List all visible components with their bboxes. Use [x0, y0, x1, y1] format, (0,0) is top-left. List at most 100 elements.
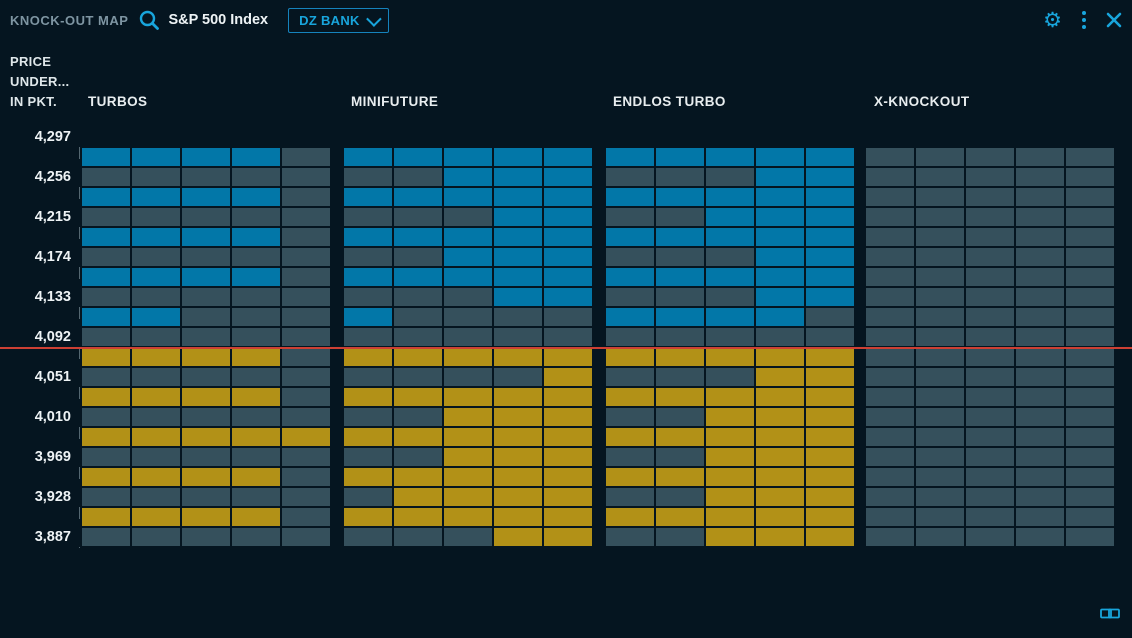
knockout-cell[interactable]	[394, 228, 442, 246]
knockout-cell[interactable]	[756, 448, 804, 466]
knockout-cell[interactable]	[756, 288, 804, 306]
knockout-cell[interactable]	[82, 268, 130, 286]
knockout-cell[interactable]	[806, 368, 854, 386]
knockout-cell[interactable]	[444, 488, 492, 506]
knockout-cell[interactable]	[656, 428, 704, 446]
knockout-cell[interactable]	[656, 268, 704, 286]
knockout-cell[interactable]	[706, 508, 754, 526]
knockout-cell[interactable]	[232, 148, 280, 166]
knockout-cell[interactable]	[232, 388, 280, 406]
knockout-cell[interactable]	[806, 248, 854, 266]
knockout-cell[interactable]	[132, 228, 180, 246]
knockout-cell[interactable]	[706, 388, 754, 406]
knockout-cell[interactable]	[444, 508, 492, 526]
knockout-cell[interactable]	[756, 408, 804, 426]
knockout-cell[interactable]	[656, 468, 704, 486]
knockout-cell[interactable]	[806, 148, 854, 166]
knockout-cell[interactable]	[282, 428, 330, 446]
knockout-cell[interactable]	[494, 268, 542, 286]
knockout-cell[interactable]	[756, 368, 804, 386]
knockout-cell[interactable]	[656, 308, 704, 326]
knockout-cell[interactable]	[606, 468, 654, 486]
knockout-cell[interactable]	[544, 388, 592, 406]
knockout-cell[interactable]	[706, 188, 754, 206]
knockout-cell[interactable]	[544, 168, 592, 186]
knockout-cell[interactable]	[394, 508, 442, 526]
knockout-cell[interactable]	[82, 468, 130, 486]
knockout-cell[interactable]	[494, 408, 542, 426]
knockout-cell[interactable]	[606, 308, 654, 326]
knockout-cell[interactable]	[394, 488, 442, 506]
knockout-cell[interactable]	[344, 228, 392, 246]
knockout-cell[interactable]	[544, 348, 592, 366]
knockout-cell[interactable]	[232, 468, 280, 486]
knockout-cell[interactable]	[494, 208, 542, 226]
knockout-cell[interactable]	[182, 188, 230, 206]
knockout-cell[interactable]	[656, 228, 704, 246]
knockout-cell[interactable]	[132, 268, 180, 286]
knockout-cell[interactable]	[182, 468, 230, 486]
knockout-cell[interactable]	[706, 228, 754, 246]
knockout-cell[interactable]	[806, 528, 854, 546]
gear-icon[interactable]: ⚙	[1043, 8, 1062, 32]
knockout-cell[interactable]	[82, 148, 130, 166]
knockout-cell[interactable]	[344, 348, 392, 366]
knockout-cell[interactable]	[656, 508, 704, 526]
knockout-cell[interactable]	[344, 268, 392, 286]
knockout-cell[interactable]	[606, 268, 654, 286]
knockout-cell[interactable]	[394, 348, 442, 366]
knockout-cell[interactable]	[344, 468, 392, 486]
knockout-cell[interactable]	[706, 268, 754, 286]
knockout-cell[interactable]	[606, 508, 654, 526]
knockout-cell[interactable]	[806, 208, 854, 226]
knockout-cell[interactable]	[182, 348, 230, 366]
knockout-cell[interactable]	[82, 428, 130, 446]
knockout-cell[interactable]	[132, 148, 180, 166]
knockout-cell[interactable]	[706, 308, 754, 326]
knockout-cell[interactable]	[182, 508, 230, 526]
knockout-cell[interactable]	[806, 448, 854, 466]
knockout-cell[interactable]	[606, 428, 654, 446]
knockout-cell[interactable]	[606, 388, 654, 406]
knockout-cell[interactable]	[394, 148, 442, 166]
knockout-cell[interactable]	[544, 368, 592, 386]
knockout-cell[interactable]	[182, 428, 230, 446]
knockout-cell[interactable]	[344, 428, 392, 446]
knockout-cell[interactable]	[756, 208, 804, 226]
knockout-cell[interactable]	[132, 348, 180, 366]
knockout-cell[interactable]	[132, 308, 180, 326]
knockout-cell[interactable]	[232, 428, 280, 446]
knockout-cell[interactable]	[232, 508, 280, 526]
knockout-cell[interactable]	[494, 488, 542, 506]
knockout-cell[interactable]	[494, 388, 542, 406]
knockout-cell[interactable]	[544, 428, 592, 446]
knockout-cell[interactable]	[756, 268, 804, 286]
knockout-cell[interactable]	[544, 408, 592, 426]
knockout-cell[interactable]	[756, 248, 804, 266]
knockout-cell[interactable]	[82, 228, 130, 246]
knockout-cell[interactable]	[344, 308, 392, 326]
knockout-cell[interactable]	[806, 488, 854, 506]
knockout-cell[interactable]	[444, 408, 492, 426]
knockout-cell[interactable]	[706, 528, 754, 546]
knockout-cell[interactable]	[706, 468, 754, 486]
knockout-cell[interactable]	[544, 448, 592, 466]
knockout-cell[interactable]	[756, 428, 804, 446]
knockout-cell[interactable]	[706, 428, 754, 446]
knockout-cell[interactable]	[706, 148, 754, 166]
knockout-cell[interactable]	[82, 388, 130, 406]
knockout-cell[interactable]	[444, 428, 492, 446]
knockout-cell[interactable]	[544, 248, 592, 266]
knockout-cell[interactable]	[806, 288, 854, 306]
knockout-cell[interactable]	[544, 508, 592, 526]
knockout-cell[interactable]	[182, 388, 230, 406]
knockout-cell[interactable]	[706, 488, 754, 506]
knockout-cell[interactable]	[756, 508, 804, 526]
knockout-cell[interactable]	[756, 308, 804, 326]
kebab-menu-icon[interactable]	[1080, 9, 1088, 31]
knockout-cell[interactable]	[756, 188, 804, 206]
knockout-cell[interactable]	[132, 508, 180, 526]
knockout-cell[interactable]	[82, 308, 130, 326]
knockout-cell[interactable]	[444, 268, 492, 286]
knockout-cell[interactable]	[494, 248, 542, 266]
